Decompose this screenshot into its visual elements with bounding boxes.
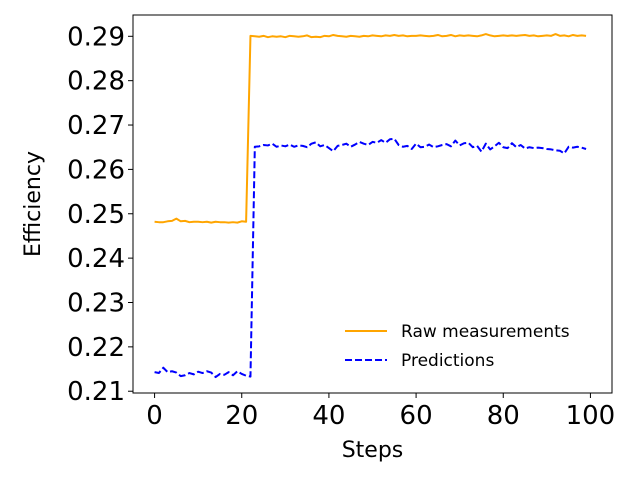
series-layer	[154, 33, 587, 379]
y-tick-label: 0.25	[67, 200, 125, 230]
y-tick-label: 0.22	[67, 333, 125, 363]
series-line-predictions	[154, 137, 587, 379]
x-tick-label: 80	[487, 401, 520, 431]
y-tick-label: 0.29	[67, 22, 125, 52]
y-tick-label: 0.23	[67, 288, 125, 318]
x-axis-ticks: 0 20 40 60 80 100	[146, 393, 615, 431]
y-tick-label: 0.28	[67, 67, 125, 97]
x-tick-label: 100	[566, 401, 616, 431]
y-axis-label: Efficiency	[21, 151, 46, 257]
x-tick-label: 0	[146, 401, 163, 431]
axes-frame	[132, 14, 613, 394]
legend-label-raw-measurements: Raw measurements	[401, 322, 570, 342]
x-axis-label: Steps	[342, 438, 404, 463]
y-axis-ticks: 0.21 0.22 0.23 0.24 0.25 0.26 0.27 0.28 0.29	[67, 22, 133, 407]
x-tick-label: 20	[225, 401, 258, 431]
y-tick-label: 0.27	[67, 111, 125, 141]
series-line-raw-measurements	[154, 33, 587, 224]
legend: Raw measurements Predictions	[345, 322, 570, 371]
y-tick-label: 0.26	[67, 155, 125, 185]
x-tick-label: 40	[312, 401, 345, 431]
legend-label-predictions: Predictions	[401, 351, 494, 371]
y-tick-label: 0.21	[67, 377, 125, 407]
x-tick-label: 60	[400, 401, 433, 431]
y-tick-label: 0.24	[67, 244, 125, 274]
